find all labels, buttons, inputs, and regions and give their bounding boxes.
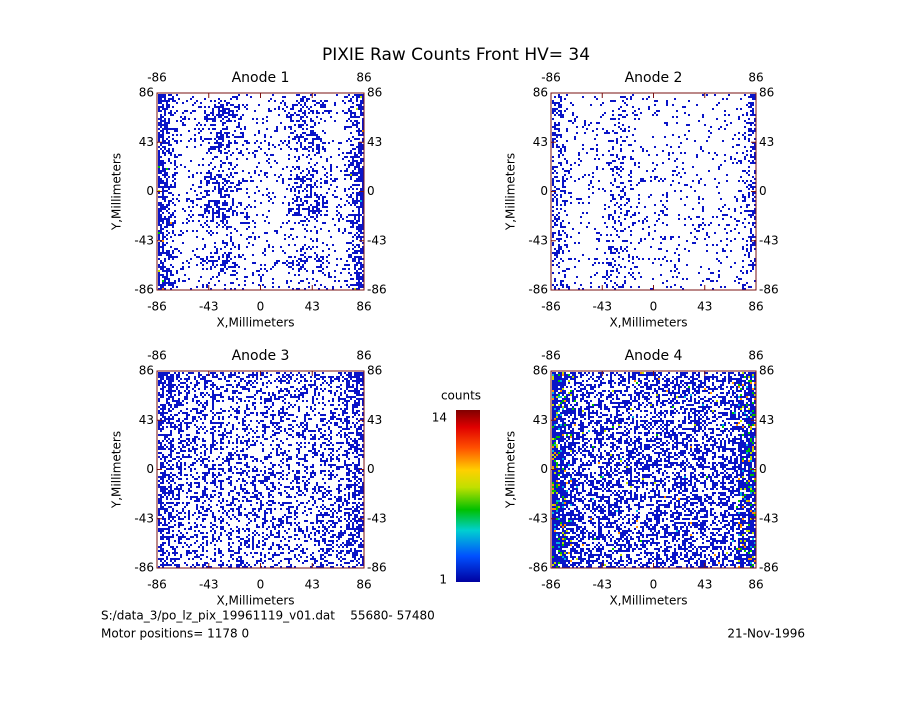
- y-right-tick-label: 43: [759, 413, 774, 427]
- y-tick-label: 43: [533, 413, 548, 427]
- y-tick-label: -43: [134, 511, 154, 525]
- x-tick-label: 86: [356, 300, 371, 314]
- y-right-tick-label: 0: [759, 462, 767, 476]
- y-tick-label: 43: [139, 413, 154, 427]
- y-axis-label: Y,Millimeters: [110, 153, 124, 231]
- y-tick-label: 0: [540, 462, 548, 476]
- y-right-tick-label: 0: [367, 184, 375, 198]
- panel-title: Anode 4: [625, 348, 683, 364]
- y-right-tick-label: -86: [367, 561, 387, 575]
- x-tick-label: 43: [697, 300, 712, 314]
- y-tick-label: -86: [528, 561, 548, 575]
- x-top-tick-label: 86: [356, 71, 371, 85]
- y-tick-label: 0: [146, 184, 154, 198]
- y-axis-label: Y,Millimeters: [110, 431, 124, 509]
- count-texture: [552, 94, 756, 290]
- y-tick-label: 0: [540, 184, 548, 198]
- x-tick-label: 0: [257, 578, 265, 592]
- panel-title: Anode 2: [625, 70, 683, 86]
- y-right-tick-label: -86: [759, 561, 779, 575]
- y-right-tick-label: 0: [367, 462, 375, 476]
- plot-frame: [156, 92, 365, 291]
- x-axis-label: X,Millimeters: [216, 594, 294, 608]
- y-right-tick-label: 43: [367, 135, 382, 149]
- x-top-tick-label: -86: [541, 71, 561, 85]
- y-right-tick-label: 86: [367, 86, 382, 100]
- y-right-tick-label: 86: [759, 364, 774, 378]
- y-tick-label: -43: [528, 233, 548, 247]
- y-right-tick-label: 43: [367, 413, 382, 427]
- x-tick-label: 0: [650, 578, 658, 592]
- x-tick-label: 86: [356, 578, 371, 592]
- x-tick-label: 43: [305, 578, 320, 592]
- y-right-tick-label: -43: [367, 233, 387, 247]
- y-tick-label: 43: [139, 135, 154, 149]
- y-right-tick-label: 86: [759, 86, 774, 100]
- x-tick-label: 0: [257, 300, 265, 314]
- y-tick-label: -43: [528, 511, 548, 525]
- x-tick-label: -86: [541, 578, 561, 592]
- x-tick-label: -43: [592, 578, 612, 592]
- x-tick-label: -86: [147, 578, 167, 592]
- count-texture-hot: [162, 130, 364, 290]
- y-tick-label: 86: [533, 86, 548, 100]
- count-texture: [158, 94, 364, 290]
- colorbar-label: counts: [441, 389, 481, 403]
- x-tick-label: 86: [748, 578, 763, 592]
- x-tick-label: -43: [199, 300, 219, 314]
- y-tick-label: -86: [134, 561, 154, 575]
- x-tick-label: 0: [650, 300, 658, 314]
- x-top-tick-label: -86: [147, 71, 167, 85]
- title: PIXIE Raw Counts Front HV= 34: [322, 45, 590, 65]
- x-axis-label: X,Millimeters: [609, 594, 687, 608]
- y-tick-label: -86: [134, 283, 154, 297]
- x-top-tick-label: 86: [748, 71, 763, 85]
- x-axis-label: X,Millimeters: [216, 316, 294, 330]
- x-top-tick-label: -86: [147, 349, 167, 363]
- y-right-tick-label: -43: [759, 233, 779, 247]
- footer-motor: Motor positions= 1178 0: [101, 627, 249, 641]
- x-tick-label: 43: [305, 300, 320, 314]
- panel-title: Anode 3: [232, 348, 290, 364]
- count-texture: [552, 372, 756, 568]
- footer-file: S:/data_3/po_lz_pix_19961119_v01.dat 556…: [101, 609, 435, 623]
- x-tick-label: -86: [541, 300, 561, 314]
- x-tick-label: 43: [697, 578, 712, 592]
- y-right-tick-label: 0: [759, 184, 767, 198]
- x-axis-label: X,Millimeters: [609, 316, 687, 330]
- y-tick-label: 0: [146, 462, 154, 476]
- x-top-tick-label: 86: [356, 349, 371, 363]
- x-top-tick-label: 86: [748, 349, 763, 363]
- x-tick-label: -86: [147, 300, 167, 314]
- y-axis-label: Y,Millimeters: [504, 431, 518, 509]
- y-tick-label: 86: [533, 364, 548, 378]
- y-tick-label: 86: [139, 86, 154, 100]
- plot-frame: [550, 92, 757, 291]
- colorbar-tick-label: 14: [432, 411, 447, 425]
- y-right-tick-label: -43: [367, 511, 387, 525]
- colorbar: [456, 410, 480, 582]
- footer-date: 21-Nov-1996: [727, 627, 805, 641]
- y-right-tick-label: -86: [759, 283, 779, 297]
- y-right-tick-label: 43: [759, 135, 774, 149]
- y-tick-label: -43: [134, 233, 154, 247]
- y-right-tick-label: 86: [367, 364, 382, 378]
- y-tick-label: -86: [528, 283, 548, 297]
- x-top-tick-label: -86: [541, 349, 561, 363]
- y-axis-label: Y,Millimeters: [504, 153, 518, 231]
- y-tick-label: 43: [533, 135, 548, 149]
- y-tick-label: 86: [139, 364, 154, 378]
- y-right-tick-label: -86: [367, 283, 387, 297]
- count-texture-hot: [360, 200, 362, 202]
- y-right-tick-label: -43: [759, 511, 779, 525]
- count-texture-hot: [158, 96, 362, 290]
- panel-title: Anode 1: [232, 70, 290, 86]
- x-tick-label: -43: [592, 300, 612, 314]
- x-tick-label: 86: [748, 300, 763, 314]
- count-texture: [158, 372, 364, 568]
- x-tick-label: -43: [199, 578, 219, 592]
- colorbar-tick-label: 1: [439, 573, 447, 587]
